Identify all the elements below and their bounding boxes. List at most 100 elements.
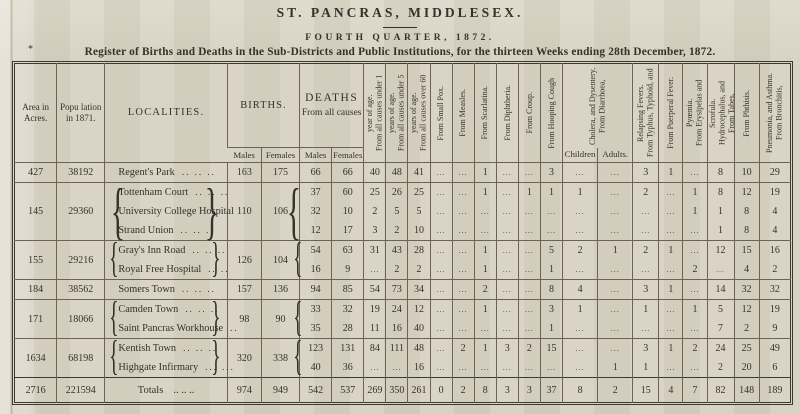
locality-name: Saint Pancras Workhouse.. xyxy=(118,319,236,338)
cause-cell-puerperal-fever: ... xyxy=(658,201,683,222)
cause-cell-tabes: 14 xyxy=(706,279,735,300)
table-row: 40 36...... 16..................... 1 1.....… xyxy=(15,358,791,378)
empty-value: ... xyxy=(436,324,446,333)
births-females-cell: 338{ xyxy=(260,336,303,378)
empty-value: ... xyxy=(666,363,676,372)
cause-cell-measles: ... xyxy=(451,221,475,241)
empty-value: ... xyxy=(436,265,446,274)
cause-cell-hooping-cough: ... xyxy=(539,201,563,222)
cause-cell-under-1: ... xyxy=(363,260,386,280)
page-header: ST. PANCRAS, MIDDLESEX. FOURTH QUARTER, … xyxy=(0,0,800,58)
open-brace: { xyxy=(109,333,120,380)
cause-cell-under-1: 3 xyxy=(363,221,386,241)
totals-cause-cell-tabes: 82 xyxy=(706,377,735,403)
cause-cell-over-60: 40 xyxy=(407,319,431,339)
births-females-cell: 175 xyxy=(260,162,300,183)
cause-cell-small-pox: ... xyxy=(429,181,453,202)
cause-cell-puerperal-fever: 1 xyxy=(658,162,683,183)
empty-value: ... xyxy=(575,363,585,372)
cause-cell-under-5: 2 xyxy=(385,221,408,241)
cause-cell-under-1: 31 xyxy=(363,240,386,260)
cause-cell-erysipelas: ... xyxy=(682,162,707,183)
locality-cell: Regent's Park .. .. .. xyxy=(104,162,228,183)
cause-cell-diarrhoea-adults: ... xyxy=(597,201,633,222)
deaths-females-cell: 63 xyxy=(331,240,364,260)
locality-name: Tottenham Court .. .. .. xyxy=(118,183,227,202)
totals-label-cell: Totals .. .. .. xyxy=(104,377,228,403)
cause-cell-phthisis: 10 xyxy=(733,162,760,183)
population-cell: 38562 xyxy=(56,279,105,300)
deaths-males-cell: 12 xyxy=(299,221,332,241)
totals-cause-cell-hooping-cough: 37 xyxy=(539,377,563,403)
locality-label: Strand Union xyxy=(118,225,174,236)
close-brace: } xyxy=(211,333,221,380)
empty-value: ... xyxy=(610,285,620,294)
cause-cell-phthisis: 8 xyxy=(733,221,760,241)
cause-cell-bronchitis: 19 xyxy=(758,299,791,319)
cause-cell-diphtheria: ... xyxy=(495,260,519,280)
cause-cell-diarrhoea-adults: ... xyxy=(597,162,633,183)
cause-cell-puerperal-fever: 1 xyxy=(658,279,683,300)
empty-value: ... xyxy=(666,324,676,333)
cause-cell-croup: ... xyxy=(517,299,541,319)
empty-value: ... xyxy=(524,285,534,294)
totals-cause-cell-small-pox: 0 xyxy=(429,377,453,403)
cause-cell-small-pox: ... xyxy=(429,221,453,241)
cause-cell-croup: 2 xyxy=(517,338,541,358)
totals-cause-cell-diphtheria: 3 xyxy=(495,377,519,403)
empty-value: ... xyxy=(641,324,651,333)
open-brace: { xyxy=(111,174,126,246)
locality-stack: Tottenham Court .. .. .. University Colleg… xyxy=(105,183,234,240)
cause-cell-erysipelas: 1 xyxy=(682,201,707,222)
locality-stack: Kentish Town .. .. .. Highgate Infirmary..… xyxy=(105,339,233,377)
cause-cell-over-60: 5 xyxy=(407,201,431,222)
cause-cell-over-60: 34 xyxy=(407,279,431,300)
deaths-males-cell: 37 xyxy=(299,181,332,202)
empty-value: ... xyxy=(546,226,556,236)
cause-cell-typhus: 1 xyxy=(632,358,659,378)
locality-label: University College Hospital xyxy=(118,206,234,217)
cause-cell-measles: ... xyxy=(451,299,475,319)
cause-cell-diphtheria: ... xyxy=(495,221,519,241)
col-header-tabes: From Tabes, Hydrocephalus, and Scrofula. xyxy=(706,63,736,163)
title-divider xyxy=(383,27,417,28)
cause-cell-scarlatina: 1 xyxy=(473,299,497,319)
totals-deaths-males-cell: 542 xyxy=(299,377,332,403)
col-header-scarlatina: From Scarlatina. xyxy=(473,63,497,163)
deaths-females-cell: 60 xyxy=(331,181,364,202)
deaths-females-cell: 10 xyxy=(331,201,364,222)
dot-leader: ... ... xyxy=(205,362,235,372)
totals-cause-cell-under-5: 350 xyxy=(385,377,408,403)
cause-cell-scarlatina: ... xyxy=(473,201,497,222)
deaths-males-cell: 123 xyxy=(299,338,332,358)
col-header-diphtheria: From Diphtheria. xyxy=(495,63,519,163)
table-row: 1634 68198 Kentish Town .. .. .. Highgate In… xyxy=(14,336,791,378)
cause-cell-scarlatina: 1 xyxy=(473,181,497,202)
area-cell: 184 xyxy=(14,279,57,300)
col-header-area: Area in Acres. xyxy=(22,101,49,123)
cause-cell-typhus: ... xyxy=(632,221,659,241)
locality-label: Somers Town xyxy=(118,284,175,295)
empty-value: ... xyxy=(502,285,512,294)
cause-cell-typhus: 1 xyxy=(632,299,659,319)
cause-cell-diarrhoea-adults: ... xyxy=(597,299,633,319)
cause-cell-scarlatina: 1 xyxy=(473,338,497,358)
cause-cell-over-60: 25 xyxy=(407,181,431,202)
page-title: ST. PANCRAS, MIDDLESEX. xyxy=(276,5,524,20)
cause-cell-diarrhoea-children: 1 xyxy=(561,181,598,202)
totals-cause-cell-erysipelas: 7 xyxy=(682,377,707,403)
cause-cell-under-1: 25 xyxy=(363,181,386,202)
totals-cause-cell-diarrhoea-children: 8 xyxy=(561,377,598,403)
empty-value: ... xyxy=(716,265,726,274)
empty-value: ... xyxy=(370,265,380,274)
cause-cell-croup: ... xyxy=(517,221,541,241)
col-header-croup: From Croup. xyxy=(517,63,541,163)
empty-value: ... xyxy=(524,246,534,255)
totals-cause-cell-scarlatina: 8 xyxy=(473,377,497,403)
cause-cell-diphtheria: ... xyxy=(495,319,519,339)
cause-cell-under-5: 111 xyxy=(385,338,408,358)
locality-name: Kentish Town .. .. .. xyxy=(118,339,215,358)
table-row: 171 18066 Camden Town.. .. .. Saint Pancras… xyxy=(14,297,791,339)
empty-value: ... xyxy=(524,168,534,177)
empty-value: ... xyxy=(641,206,651,216)
